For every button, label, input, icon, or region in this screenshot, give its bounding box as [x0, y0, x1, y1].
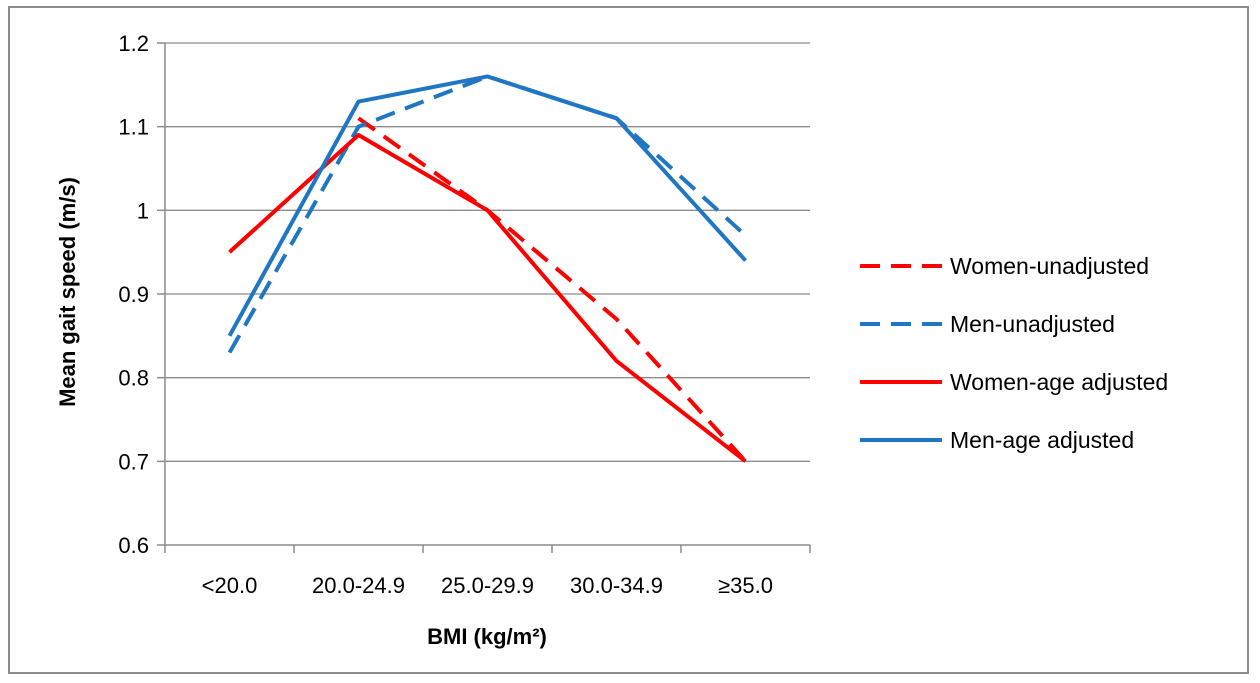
- x-tick-labels: <20.0 20.0-24.9 25.0-29.9 30.0-34.9 ≥35.0: [202, 573, 773, 598]
- y-tick-label: 1.1: [118, 115, 149, 140]
- y-tick-labels: 0.6 0.7 0.8 0.9 1 1.1 1.2: [118, 31, 149, 558]
- series-line-women-age-adjusted: [228, 133, 747, 463]
- x-tick-label: ≥35.0: [718, 573, 773, 598]
- series-line-women-unadjusted: [357, 116, 747, 463]
- series-line-men-unadjusted: [227, 74, 747, 354]
- axes: [157, 42, 811, 553]
- legend-label: Women-unadjusted: [950, 253, 1149, 279]
- chart-frame: [8, 6, 1249, 674]
- y-tick-label: 1.2: [118, 31, 149, 56]
- y-tick-label: 0.7: [118, 449, 149, 474]
- y-tick-label: 1: [137, 198, 149, 223]
- x-axis-title: BMI (kg/m²): [427, 624, 547, 649]
- y-tick-label: 0.9: [118, 282, 149, 307]
- x-tick-label: <20.0: [202, 573, 258, 598]
- gridlines: [165, 42, 810, 462]
- legend-label: Men-unadjusted: [950, 311, 1115, 337]
- legend: Women-unadjusted Men-unadjusted Women-age …: [860, 253, 1168, 453]
- y-axis-title: Mean gait speed (m/s): [55, 177, 80, 407]
- y-tick-label: 0.6: [118, 533, 149, 558]
- y-tick-label: 0.8: [118, 366, 149, 391]
- legend-label: Women-age adjusted: [950, 369, 1168, 395]
- x-tick-label: 25.0-29.9: [441, 573, 534, 598]
- series-line-men-age-adjusted: [227, 74, 747, 337]
- legend-label: Men-age adjusted: [950, 427, 1134, 453]
- x-tick-label: 20.0-24.9: [312, 573, 405, 598]
- x-tick-label: 30.0-34.9: [570, 573, 663, 598]
- series-lines: [227, 74, 747, 463]
